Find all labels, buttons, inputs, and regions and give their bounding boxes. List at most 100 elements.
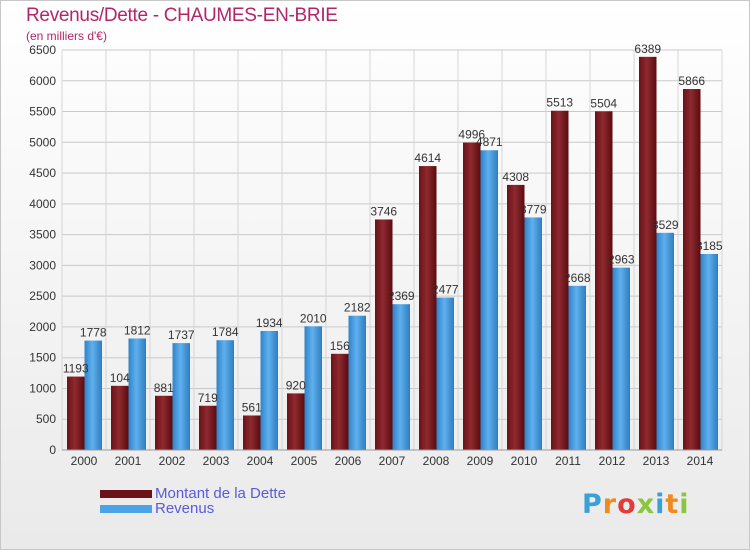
revenue-bar xyxy=(480,150,498,450)
revenue-value-label: 2369 xyxy=(388,289,415,303)
debt-bar xyxy=(243,415,261,450)
revenue-bar xyxy=(612,267,630,450)
chart-title: Revenus/Dette - CHAUMES-EN-BRIE xyxy=(26,5,338,26)
revenue-value-label: 2010 xyxy=(300,311,327,325)
y-tick-label: 2500 xyxy=(29,289,56,303)
debt-bar xyxy=(639,56,657,450)
revenue-value-label: 1737 xyxy=(168,328,195,342)
debt-value-label: 104 xyxy=(110,371,130,385)
x-tick-label: 2003 xyxy=(203,454,230,468)
y-tick-label: 4000 xyxy=(29,197,56,211)
debt-value-label: 920 xyxy=(286,378,306,392)
revenue-value-label: 4871 xyxy=(476,135,503,149)
debt-bar xyxy=(507,184,525,450)
debt-bar xyxy=(331,353,349,450)
legend-item-debt: Montant de la Dette xyxy=(100,486,286,501)
legend-label-revenue: Revenus xyxy=(155,499,215,517)
chart-subtitle: (en milliers d'€) xyxy=(26,29,107,43)
legend-swatch-debt xyxy=(100,489,152,498)
debt-bar xyxy=(111,385,129,450)
axes: 0 500 1000 1500 2000 2500 3000 3500 4000 4500 5000… xyxy=(29,43,722,468)
debt-value-label: 5504 xyxy=(590,96,617,110)
y-tick-label: 3000 xyxy=(29,258,56,272)
revenue-bar xyxy=(524,217,542,450)
revenue-bar xyxy=(216,340,234,450)
revenue-bar xyxy=(656,232,674,450)
debt-value-label: 719 xyxy=(198,391,218,405)
x-tick-label: 2011 xyxy=(555,454,581,468)
revenue-value-label: 2182 xyxy=(344,301,371,315)
revenue-bar xyxy=(700,254,718,450)
revenue-bar xyxy=(348,315,366,450)
y-tick-label: 3500 xyxy=(29,228,56,242)
debt-value-label: 5866 xyxy=(678,74,705,88)
x-tick-label: 2008 xyxy=(423,454,450,468)
logo-letter: i xyxy=(655,489,666,520)
y-tick-label: 4500 xyxy=(29,166,56,180)
x-tick-label: 2010 xyxy=(511,454,538,468)
revenue-bar xyxy=(436,297,454,450)
x-tick-label: 2002 xyxy=(159,454,186,468)
legend: Montant de la Dette Revenus xyxy=(100,486,286,516)
revenue-value-label: 1778 xyxy=(80,326,107,340)
logo-letter: t xyxy=(665,489,680,520)
debt-value-label: 1193 xyxy=(63,362,89,376)
x-tick-label: 2014 xyxy=(687,454,714,468)
debt-value-label: 881 xyxy=(154,381,174,395)
bars xyxy=(67,56,718,451)
y-tick-label: 2000 xyxy=(29,320,56,334)
y-tick-label: 1500 xyxy=(29,351,56,365)
debt-bar xyxy=(683,89,701,450)
x-tick-label: 2005 xyxy=(291,454,318,468)
debt-value-label: 5513 xyxy=(546,96,573,110)
y-tick-label: 0 xyxy=(49,443,56,457)
debt-bar xyxy=(155,395,173,450)
debt-bar xyxy=(199,405,217,450)
y-tick-label: 5500 xyxy=(29,105,56,119)
revenue-value-label: 2963 xyxy=(608,253,635,267)
y-tick-label: 500 xyxy=(36,412,56,426)
revenue-value-label: 2477 xyxy=(432,283,459,297)
debt-bar xyxy=(463,142,481,451)
y-tick-label: 5000 xyxy=(29,135,56,149)
debt-bar xyxy=(595,111,613,451)
x-tick-label: 2006 xyxy=(335,454,362,468)
debt-value-label: 156 xyxy=(330,339,350,353)
x-tick-label: 2004 xyxy=(247,454,274,468)
logo-letter: P xyxy=(582,489,603,520)
revenue-value-label: 1812 xyxy=(124,323,151,337)
revenue-value-label: 2668 xyxy=(564,271,591,285)
revenue-bar xyxy=(260,330,278,450)
x-tick-label: 2009 xyxy=(467,454,494,468)
debt-value-label: 4996 xyxy=(458,128,485,142)
debt-bar xyxy=(287,393,305,450)
data-labels: 1193 1778 104 1812 881 1737 719 1784 561 1934 920 2… xyxy=(63,42,723,415)
logo-letter: r xyxy=(602,489,618,520)
revenue-bar xyxy=(172,343,190,450)
debt-value-label: 3746 xyxy=(370,204,397,218)
legend-swatch-revenue xyxy=(100,504,152,513)
revenue-bar xyxy=(128,338,146,450)
legend-item-revenue: Revenus xyxy=(100,501,286,516)
revenue-bar xyxy=(84,340,102,450)
x-tick-label: 2001 xyxy=(115,454,142,468)
logo-letter: x xyxy=(636,489,656,520)
legend-label-debt: Montant de la Dette xyxy=(155,484,286,502)
y-tick-label: 6000 xyxy=(29,74,56,88)
debt-bar xyxy=(551,110,569,450)
logo-letter: o xyxy=(617,489,637,520)
y-tick-label: 6500 xyxy=(29,43,56,57)
debt-value-label: 4614 xyxy=(414,151,441,165)
revenue-bar xyxy=(304,326,322,450)
debt-bar xyxy=(419,166,437,451)
revenue-bar xyxy=(568,285,586,450)
x-tick-label: 2012 xyxy=(599,454,626,468)
x-tick-label: 2013 xyxy=(643,454,670,468)
revenue-value-label: 3779 xyxy=(520,202,547,216)
y-tick-label: 1000 xyxy=(29,381,56,395)
debt-bar xyxy=(375,219,393,450)
debt-bar xyxy=(67,376,85,450)
x-tick-label: 2007 xyxy=(379,454,406,468)
debt-value-label: 561 xyxy=(242,400,262,414)
